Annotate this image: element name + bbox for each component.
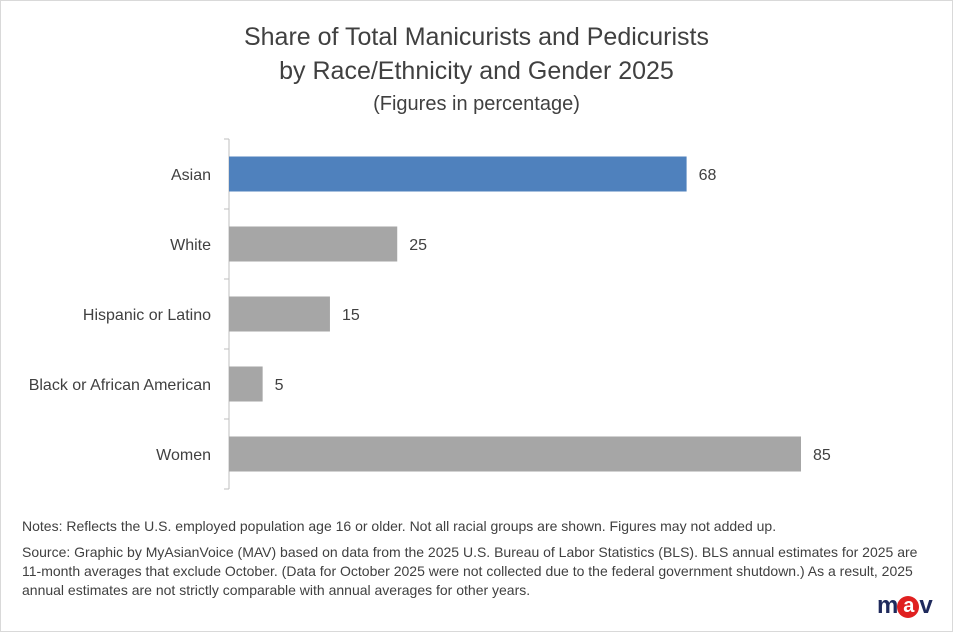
data-label: 25 xyxy=(409,237,427,254)
chart-title-line2: by Race/Ethnicity and Gender 2025 xyxy=(279,57,674,85)
bar-women xyxy=(229,436,801,472)
bar-white xyxy=(229,226,398,262)
data-label: 5 xyxy=(275,377,284,394)
data-label: 68 xyxy=(699,167,717,184)
category-label: Asian xyxy=(171,167,211,184)
chart-subtitle: (Figures in percentage) xyxy=(373,93,580,115)
category-label: White xyxy=(170,237,211,254)
category-label: Women xyxy=(156,447,211,464)
bar-black-or-african-american xyxy=(229,366,263,402)
chart-title-line1: Share of Total Manicurists and Pedicuris… xyxy=(243,23,710,51)
bar-asian xyxy=(229,156,687,192)
notes-text: Notes: Reflects the U.S. employed popula… xyxy=(22,518,777,534)
bar-hispanic-or-latino xyxy=(229,296,330,332)
source-text: Source: Graphic by MyAsianVoice (MAV) ba… xyxy=(22,544,918,598)
category-label: Hispanic or Latino xyxy=(83,307,211,324)
data-label: 15 xyxy=(342,307,360,324)
category-label: Black or African American xyxy=(29,377,211,394)
data-label: 85 xyxy=(813,447,831,464)
